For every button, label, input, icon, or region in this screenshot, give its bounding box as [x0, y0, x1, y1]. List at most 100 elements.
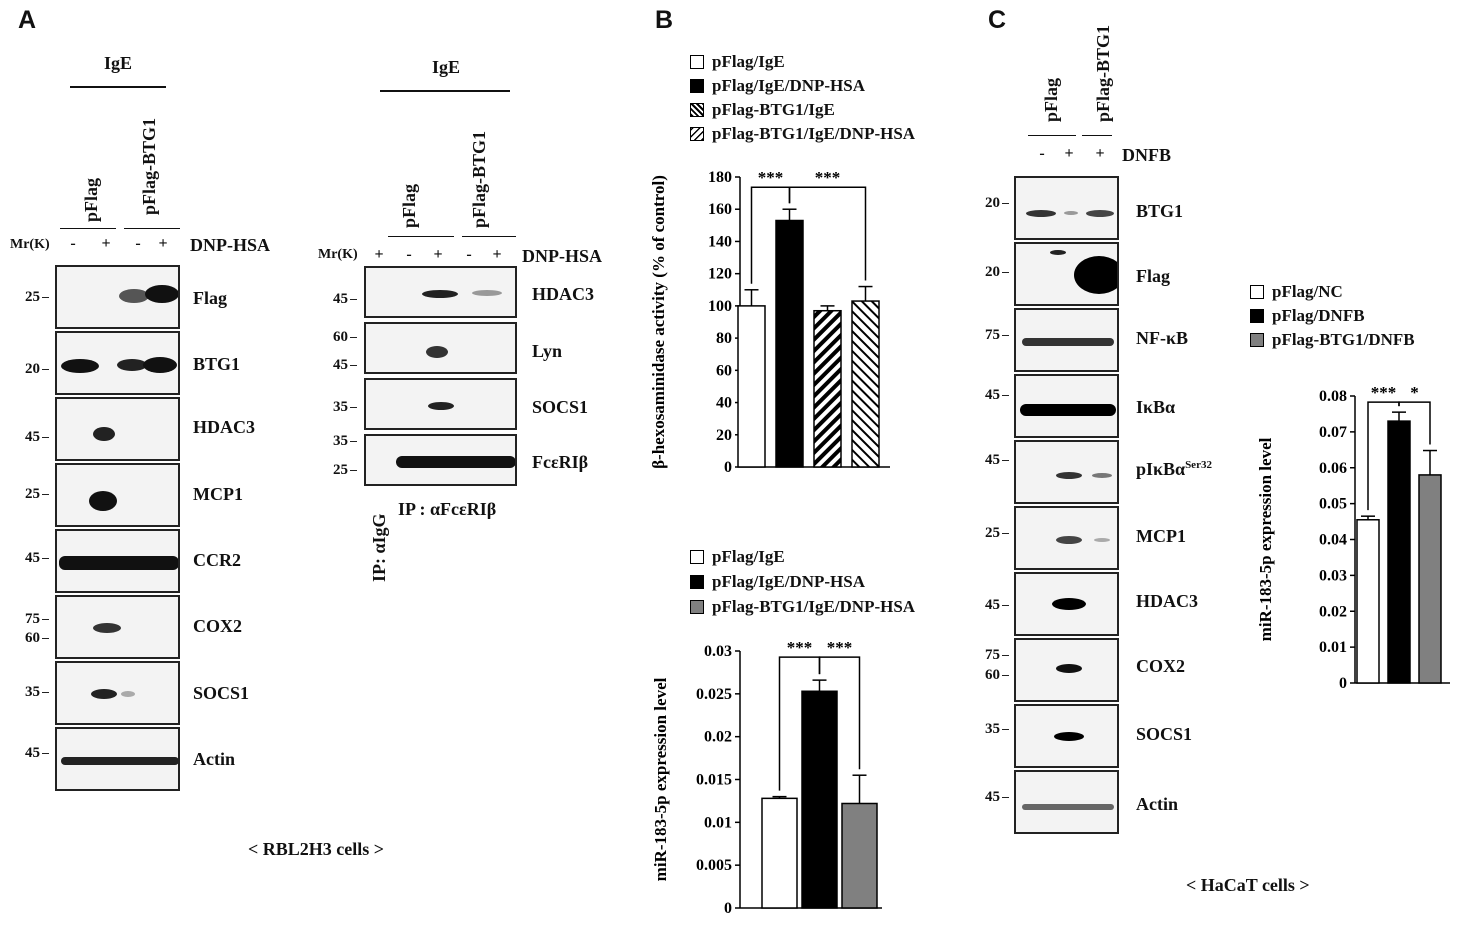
band: [1054, 732, 1084, 741]
mw-marker: 35: [326, 434, 357, 449]
band: [145, 285, 178, 303]
ige-label: IgE: [432, 57, 461, 77]
y-tick-label: 0: [724, 900, 732, 917]
blot-label-lyn: Lyn: [532, 341, 563, 361]
sign: +: [433, 246, 443, 263]
mw-marker: 45: [326, 292, 357, 307]
legend-item: pFlag-BTG1/IgE: [690, 101, 835, 118]
sign: -: [1039, 145, 1045, 162]
y-tick-label: 120: [708, 266, 732, 283]
y-tick-label: 160: [708, 201, 732, 218]
blot-label-ccr2: CCR2: [193, 550, 241, 570]
bar: [1356, 519, 1380, 684]
significance-label: ***: [787, 638, 813, 657]
mw-marker: 25: [978, 526, 1009, 541]
band: [117, 359, 147, 371]
band: [143, 357, 177, 373]
y-axis-label: β-hexosaminidase activity (% of control): [649, 175, 668, 469]
panel-label-c: C: [988, 6, 1007, 34]
y-tick-label: 140: [708, 233, 732, 250]
legend-item: pFlag-BTG1/IgE/DNP-HSA: [690, 125, 915, 142]
mw-marker: 20: [978, 265, 1009, 280]
blot-ccr2: [55, 529, 180, 593]
y-tick-label: 0.03: [704, 643, 732, 660]
mw-marker: 25: [18, 487, 49, 502]
mw-marker: 75: [978, 648, 1009, 663]
y-tick-label: 0.08: [1319, 388, 1347, 405]
band: [61, 359, 99, 373]
mw-marker: 60: [326, 330, 357, 345]
y-tick-label: 80: [716, 330, 732, 347]
y-tick-label: 0.02: [704, 729, 732, 746]
mw-marker: 35: [18, 685, 49, 700]
blot-label-socs1: SOCS1: [193, 683, 250, 703]
legend-swatch: [690, 103, 704, 117]
group-pflag: pFlag: [1041, 77, 1061, 122]
band: [1020, 404, 1116, 416]
legend-text: pFlag/IgE: [712, 547, 785, 566]
blot-label-socs1: SOCS1: [532, 397, 589, 417]
blot-cox2: [55, 595, 180, 659]
blot-label-fceri: FcεRIβ: [532, 452, 589, 472]
band: [1056, 536, 1082, 544]
blot-flag: [1014, 242, 1119, 306]
blot-label-pikba: pIκBαSer32: [1136, 460, 1212, 479]
treatment-label: DNP-HSA: [522, 246, 602, 266]
blot-pikba: [1014, 440, 1119, 504]
mr-label: Mr(K): [318, 247, 358, 262]
blot-ip-hdac3: [364, 266, 517, 318]
blot-label-cox2: COX2: [193, 616, 242, 636]
blot-label-mcp1: MCP1: [1136, 526, 1186, 546]
group-line-btg1: [1082, 135, 1112, 136]
group-pflag-btg1: pFlag-BTG1: [1093, 24, 1113, 122]
bar: [1418, 474, 1442, 684]
band: [1022, 338, 1114, 346]
blot-hdac3: [55, 397, 180, 461]
blot-label-actin: Actin: [1136, 794, 1178, 814]
band: [119, 289, 149, 303]
y-tick-label: 0.04: [1319, 532, 1347, 549]
ip-igg-label: IP: αIgG: [369, 513, 389, 582]
sign: +: [374, 246, 384, 263]
blot-label-cox2: COX2: [1136, 656, 1185, 676]
y-tick-label: 0: [724, 459, 732, 476]
band: [1026, 210, 1056, 217]
y-tick-label: 0.05: [1319, 496, 1347, 513]
group-pflag: pFlag: [399, 183, 419, 228]
blot-btg1: [55, 331, 180, 395]
y-axis-label: miR-183-5p expression level: [1256, 437, 1275, 641]
blot-actin: [1014, 770, 1119, 834]
ige-bracket: [70, 86, 166, 88]
chart-c: 0 0.01 0.02 0.03 0.04 0.05 0.06 0.07 0.08 miR-183…: [1256, 383, 1450, 692]
significance-label: ***: [1371, 383, 1397, 402]
group-line-pflag: [60, 228, 116, 229]
legend-swatch: [690, 550, 704, 564]
blot-ikba: [1014, 374, 1119, 438]
legend-swatch: [690, 127, 704, 141]
bar: [851, 300, 880, 468]
blot-ip-socs1: [364, 378, 517, 430]
blot-label-socs1: SOCS1: [1136, 724, 1193, 744]
band: [1074, 256, 1117, 294]
legend-text: pFlag-BTG1/IgE/DNP-HSA: [712, 124, 916, 143]
legend-text: pFlag-BTG1/DNFB: [1272, 330, 1415, 349]
legend-item: pFlag/IgE/DNP-HSA: [690, 77, 865, 94]
significance-label: ***: [815, 168, 841, 187]
group-line-pflag: [388, 236, 454, 237]
band: [1094, 538, 1110, 542]
y-tick-label: 0.06: [1319, 460, 1347, 477]
bar: [775, 219, 804, 468]
mw-marker: 25: [326, 463, 357, 478]
group-line-btg1: [462, 236, 516, 237]
blot-label-btg1: BTG1: [193, 354, 241, 374]
blot-label-flag: Flag: [193, 288, 227, 308]
legend-swatch: [690, 55, 704, 69]
blot-label-hdac3: HDAC3: [193, 417, 255, 437]
y-tick-label: 0.005: [696, 857, 732, 874]
blot-btg1: [1014, 176, 1119, 240]
y-tick-label: 60: [716, 362, 732, 379]
legend-item: pFlag/NC: [1250, 283, 1343, 300]
y-tick-label: 0.07: [1319, 424, 1347, 441]
blot-label-btg1: BTG1: [1136, 201, 1184, 221]
mw-marker: 45: [978, 790, 1009, 805]
